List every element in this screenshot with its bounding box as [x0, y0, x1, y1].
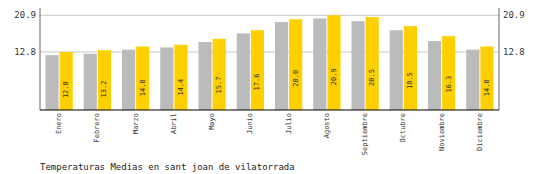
- data-label: 18.5: [406, 72, 414, 89]
- y2-tick-label: 20.9: [503, 10, 525, 20]
- x-tick-label: Julio: [285, 113, 293, 134]
- bar: [466, 50, 479, 110]
- bar: [366, 17, 379, 110]
- bar: [136, 47, 149, 110]
- bar: [174, 45, 187, 110]
- bar: [442, 36, 455, 110]
- bar: [122, 50, 135, 110]
- bar: [237, 33, 250, 110]
- data-label: 12.8: [62, 81, 70, 98]
- data-label: 14.0: [483, 79, 491, 96]
- data-label: 16.3: [445, 76, 453, 93]
- x-tick-label: Agosto: [323, 113, 331, 138]
- x-tick-label: Junio: [246, 113, 254, 134]
- bar: [428, 41, 441, 110]
- bars: [45, 15, 493, 110]
- title: Temperaturas Medias en sant joan de vila…: [40, 162, 295, 172]
- y-tick-label: 12.8: [14, 47, 36, 57]
- x-tick-label: Febrero: [93, 113, 101, 143]
- bar: [98, 50, 111, 110]
- y-tick-label: 20.9: [14, 10, 36, 20]
- bar: [251, 30, 264, 110]
- bar: [160, 47, 173, 110]
- data-label: 17.6: [253, 74, 261, 91]
- y2-axis-line: [499, 8, 500, 110]
- data-label: 20.5: [368, 69, 376, 86]
- x-tick-label: Marzo: [132, 113, 140, 134]
- x-tick-label: Diciembre: [476, 113, 484, 151]
- bar: [480, 47, 493, 110]
- data-label: 14.4: [177, 79, 185, 96]
- data-label: 14.0: [139, 79, 147, 96]
- data-label: 20.0: [292, 70, 300, 87]
- bar: [198, 42, 211, 110]
- bar: [327, 15, 340, 110]
- data-label: 20.9: [330, 68, 338, 85]
- bar: [404, 26, 417, 110]
- baseline: [40, 109, 499, 110]
- bar: [275, 22, 288, 110]
- x-tick-label: Abril: [170, 113, 178, 134]
- y2-tick-label: 12.8: [503, 47, 525, 57]
- y-axis-line: [40, 8, 41, 110]
- chart: 12.8 13.2 14.0 14.4 15.7 17.6 20.0 20.9 20.5 18.5…: [0, 0, 537, 174]
- bar: [84, 54, 97, 110]
- bar: [213, 39, 226, 110]
- bar: [313, 18, 326, 110]
- bar: [351, 21, 364, 110]
- x-tick-label: Noviembre: [438, 113, 446, 151]
- bar: [60, 52, 73, 110]
- x-tick-label: Octubre: [399, 113, 407, 143]
- grid-line: [40, 15, 499, 16]
- x-tick-label: Enero: [55, 113, 63, 134]
- bar: [289, 19, 302, 110]
- bar: [45, 55, 58, 110]
- data-label: 15.7: [215, 77, 223, 94]
- bar: [390, 30, 403, 110]
- x-tick-label: Mayo: [208, 113, 216, 130]
- x-tick-label: Septiembre: [361, 113, 369, 155]
- data-label: 13.2: [100, 81, 108, 98]
